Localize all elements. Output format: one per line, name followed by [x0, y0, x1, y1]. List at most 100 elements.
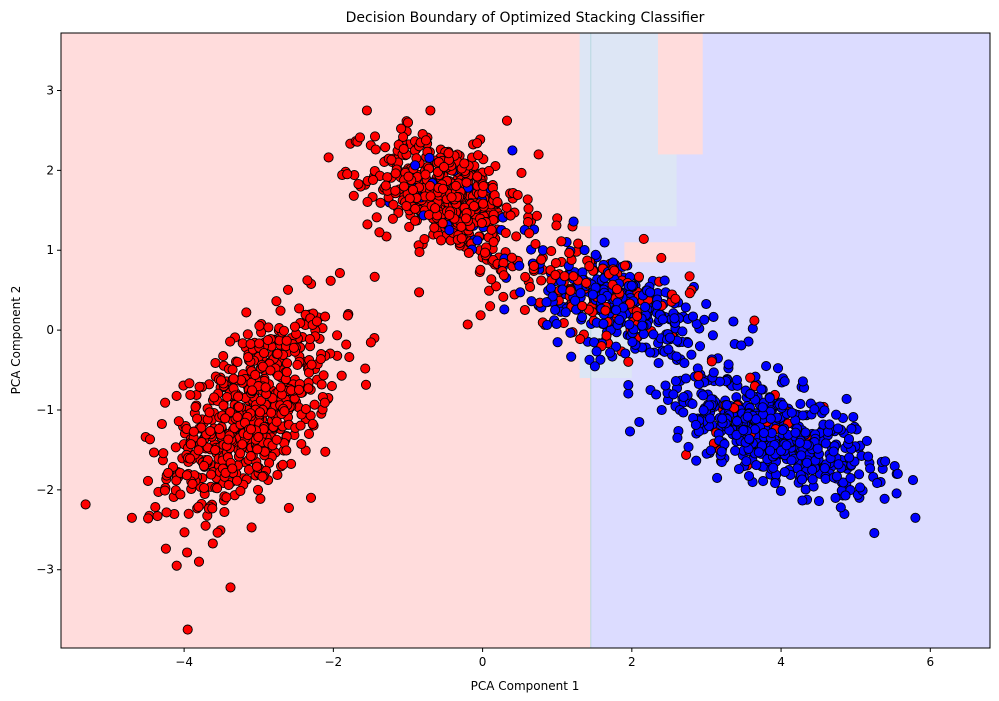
point-class-0 — [265, 365, 276, 376]
point-class-0 — [611, 284, 623, 295]
point-class-1 — [772, 363, 784, 374]
point-class-1 — [680, 373, 691, 384]
point-class-0 — [500, 227, 511, 239]
point-class-0 — [235, 448, 246, 459]
point-class-1 — [731, 429, 742, 441]
decision-regions — [61, 33, 990, 648]
point-class-1 — [626, 280, 637, 291]
point-class-0 — [271, 296, 282, 307]
point-class-0 — [281, 445, 292, 456]
point-class-0 — [315, 354, 326, 365]
point-class-0 — [334, 268, 345, 279]
point-class-0 — [233, 401, 244, 412]
point-class-1 — [717, 413, 728, 424]
point-class-1 — [716, 446, 727, 457]
point-class-1 — [670, 376, 681, 387]
y-tick-label: 0 — [46, 323, 54, 337]
point-class-0 — [190, 401, 201, 413]
point-class-0 — [437, 183, 449, 194]
point-class-1 — [541, 297, 552, 308]
point-class-0 — [619, 260, 631, 271]
point-class-1 — [824, 419, 835, 430]
point-class-0 — [183, 508, 194, 519]
point-class-0 — [221, 492, 232, 503]
point-class-1 — [833, 459, 844, 470]
point-class-1 — [728, 316, 739, 327]
point-class-1 — [838, 477, 849, 488]
point-class-0 — [80, 499, 91, 510]
point-class-0 — [283, 502, 294, 513]
point-class-0 — [472, 138, 483, 149]
point-class-0 — [182, 624, 193, 635]
point-class-0 — [556, 236, 567, 247]
x-axis-label: PCA Component 1 — [471, 679, 580, 693]
point-class-0 — [142, 475, 154, 486]
point-class-0 — [181, 470, 192, 481]
point-class-0 — [485, 301, 496, 312]
y-axis-label: PCA Component 2 — [9, 286, 23, 395]
point-class-1 — [640, 301, 651, 312]
point-class-1 — [742, 411, 753, 422]
point-class-0 — [262, 335, 273, 346]
point-class-1 — [779, 466, 790, 478]
point-class-1 — [796, 450, 807, 461]
point-class-0 — [632, 311, 643, 322]
point-class-0 — [255, 493, 266, 504]
point-class-0 — [192, 413, 203, 424]
point-class-1 — [910, 512, 921, 523]
point-class-1 — [677, 326, 688, 337]
point-class-1 — [865, 463, 876, 474]
point-class-1 — [779, 376, 790, 387]
point-class-0 — [362, 219, 373, 230]
point-class-0 — [185, 439, 196, 450]
point-class-0 — [403, 171, 414, 182]
point-class-1 — [813, 496, 825, 507]
point-class-0 — [293, 384, 305, 395]
point-class-0 — [407, 184, 419, 195]
point-class-1 — [863, 451, 874, 462]
point-class-0 — [478, 181, 489, 192]
point-class-1 — [879, 493, 890, 504]
point-class-1 — [738, 425, 749, 436]
point-class-1 — [550, 304, 561, 316]
point-class-1 — [664, 332, 676, 343]
point-class-0 — [218, 400, 229, 411]
point-class-1 — [698, 405, 709, 416]
point-class-1 — [723, 359, 734, 370]
point-class-0 — [429, 222, 440, 233]
point-class-0 — [564, 247, 575, 259]
point-class-0 — [257, 471, 268, 482]
point-class-0 — [475, 264, 486, 275]
point-class-1 — [599, 237, 610, 248]
x-tick-label: 6 — [926, 655, 934, 669]
point-class-0 — [387, 213, 398, 224]
point-class-0 — [152, 511, 163, 522]
point-class-1 — [809, 404, 820, 415]
point-class-0 — [150, 502, 161, 513]
point-class-0 — [336, 370, 347, 381]
point-class-1 — [820, 438, 831, 449]
point-class-0 — [205, 426, 216, 437]
point-class-0 — [326, 381, 337, 392]
point-class-1 — [679, 358, 690, 369]
point-class-0 — [275, 382, 286, 393]
point-class-1 — [820, 473, 831, 484]
point-class-1 — [552, 337, 563, 348]
point-class-1 — [797, 495, 808, 506]
point-class-1 — [790, 427, 801, 438]
point-class-1 — [819, 463, 830, 474]
point-class-0 — [342, 310, 353, 321]
point-class-1 — [587, 289, 598, 300]
point-class-1 — [872, 478, 883, 489]
point-class-0 — [436, 235, 447, 246]
y-tick-label: −3 — [36, 563, 54, 577]
point-class-1 — [891, 488, 902, 499]
point-class-1 — [623, 388, 634, 399]
point-class-0 — [309, 399, 320, 410]
point-class-0 — [456, 221, 467, 232]
point-class-0 — [209, 392, 220, 403]
point-class-0 — [325, 275, 336, 286]
x-tick-label: −4 — [175, 655, 193, 669]
point-class-0 — [323, 152, 334, 163]
point-class-0 — [520, 271, 531, 282]
